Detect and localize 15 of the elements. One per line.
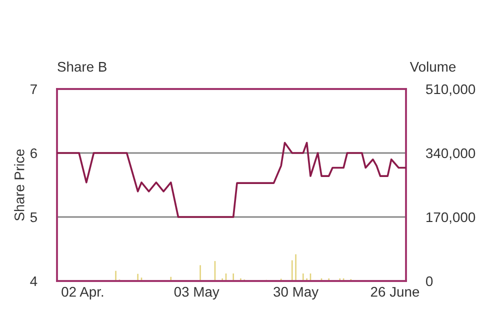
y-tick-label: 6 <box>30 148 37 158</box>
y2-tick-label: 510,000 <box>426 84 476 96</box>
x-tick-label: 03 May <box>174 286 220 300</box>
y-tick-label: 5 <box>30 212 37 222</box>
y-tick-label: 4 <box>30 276 38 286</box>
y-tick-label: 7 <box>30 84 37 94</box>
y2-tick-label: 170,000 <box>426 212 476 224</box>
x-tick-label: 02 Apr. <box>62 286 104 300</box>
y2-tick-label: 0 <box>426 276 433 286</box>
chart-title: Share B <box>58 62 106 72</box>
x-tick-label: 26 June <box>370 286 420 297</box>
y2-tick-label: 340,000 <box>426 148 476 160</box>
y2-axis-title: Volume <box>410 62 456 72</box>
x-tick-label: 30 May <box>274 286 319 300</box>
y-axis-title: Share Price <box>14 149 24 221</box>
